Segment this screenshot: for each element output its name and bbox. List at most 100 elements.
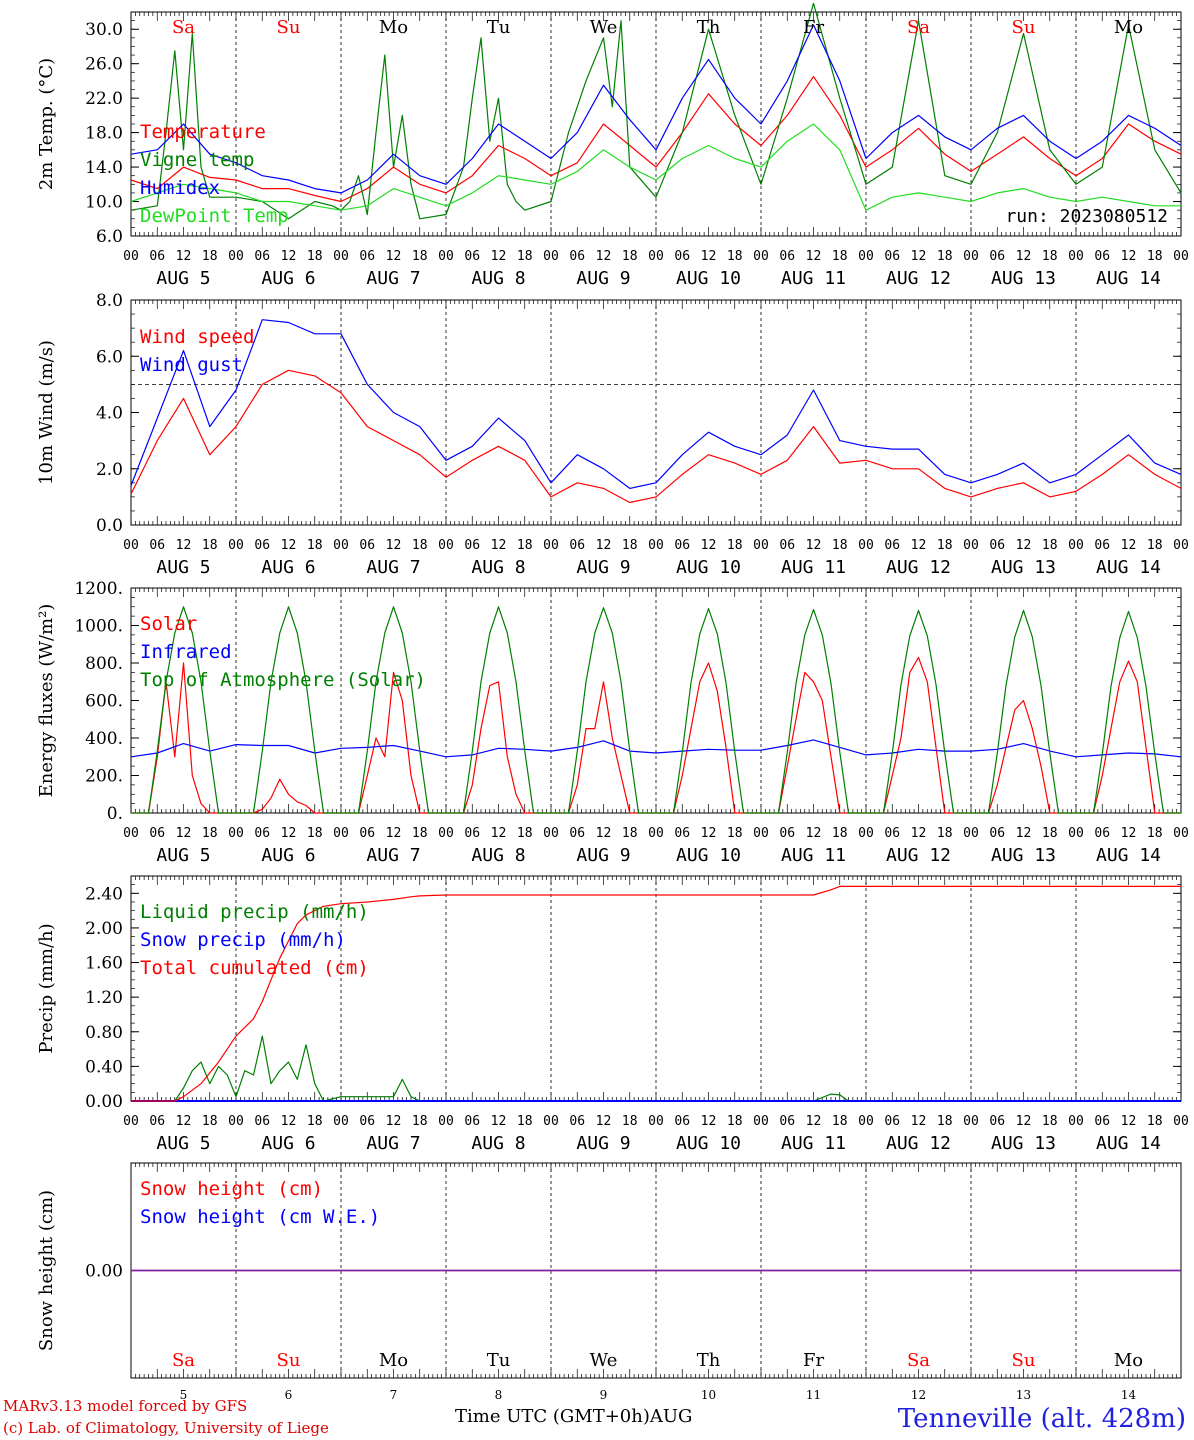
x-hour-label: 00 [1068, 538, 1084, 553]
legend-entry: Liquid precip (mm/h) [140, 901, 369, 923]
series-line-top-of-atmosphere-solar- [131, 606, 1181, 814]
legend-entry: Top of Atmosphere (Solar) [140, 669, 426, 691]
x-hour-label: 18 [727, 249, 743, 264]
x-hour-label: 00 [543, 826, 559, 841]
x-hour-label: 18 [202, 826, 218, 841]
x-hour-label: 18 [1042, 249, 1058, 264]
weekday-label: We [590, 1350, 618, 1371]
x-date-label: AUG 14 [1096, 1133, 1161, 1154]
x-hour-label: 00 [648, 249, 664, 264]
x-date-label: AUG 5 [156, 845, 210, 866]
weekday-label: Fr [803, 1350, 824, 1371]
x-date-label: AUG 11 [781, 557, 846, 578]
x-hour-label: 18 [937, 538, 953, 553]
x-date-label: AUG 6 [261, 1133, 315, 1154]
series-line-wind-gust [130, 319, 1182, 489]
x-date-label: AUG 6 [261, 845, 315, 866]
x-hour-label: 12 [386, 249, 402, 264]
x-hour-label: 12 [806, 1114, 822, 1129]
x-hour-label: 06 [1094, 1114, 1110, 1129]
x-hour-label: 12 [911, 826, 927, 841]
x-hour-label: 00 [963, 249, 979, 264]
x-date-label: AUG 14 [1096, 557, 1161, 578]
x-hour-label: 12 [1121, 1114, 1137, 1129]
x-hour-label: 00 [123, 826, 139, 841]
y-tick-label: 1.20 [85, 988, 123, 1008]
x-hour-label: 06 [779, 249, 795, 264]
legend-entry: Snow height (cm) [140, 1178, 323, 1200]
y-tick-label: 4.0 [96, 404, 123, 424]
x-date-label: AUG 8 [471, 268, 525, 289]
x-hour-label: 00 [963, 538, 979, 553]
weekday-label: Sa [172, 17, 195, 38]
x-hour-label: 06 [779, 826, 795, 841]
x-hour-label: 00 [1068, 826, 1084, 841]
time-axis-label: Time UTC (GMT+0h)AUG [455, 1406, 693, 1427]
x-hour-label: 00 [753, 538, 769, 553]
x-hour-label: 06 [989, 1114, 1005, 1129]
x-date-label: AUG 9 [576, 1133, 630, 1154]
x-hour-label: 18 [622, 1114, 638, 1129]
day-number-label: 10 [701, 1388, 716, 1402]
y-tick-label: 1200. [74, 579, 123, 599]
day-number-label: 14 [1121, 1388, 1137, 1402]
weekday-label: Tu [487, 1350, 511, 1371]
x-hour-label: 18 [412, 826, 428, 841]
x-hour-label: 18 [937, 249, 953, 264]
x-hour-label: 18 [202, 249, 218, 264]
y-tick-label: 30.0 [85, 20, 123, 40]
x-hour-label: 12 [911, 1114, 927, 1129]
x-hour-label: 12 [701, 538, 717, 553]
legend-entry: Solar [140, 613, 197, 635]
y-tick-label: 0.0 [96, 516, 123, 536]
weekday-label: Su [1012, 17, 1036, 38]
x-hour-label: 18 [517, 1114, 533, 1129]
day-number-label: 6 [285, 1388, 293, 1402]
series-line-infrared [130, 739, 1182, 758]
y-tick-label: 0.40 [85, 1057, 123, 1077]
legend-entry: DewPoint Temp [140, 205, 289, 227]
x-date-label: AUG 11 [781, 845, 846, 866]
y-tick-label: 6.0 [96, 227, 123, 247]
x-hour-label: 18 [727, 826, 743, 841]
weekday-label: Sa [907, 17, 930, 38]
x-hour-label: 00 [438, 249, 454, 264]
day-number-label: 11 [806, 1388, 821, 1402]
x-hour-label: 00 [1173, 826, 1189, 841]
x-hour-label: 06 [149, 826, 165, 841]
x-date-label: AUG 5 [156, 1133, 210, 1154]
x-date-label: AUG 14 [1096, 845, 1161, 866]
x-hour-label: 06 [359, 249, 375, 264]
x-hour-label: 06 [149, 538, 165, 553]
x-hour-label: 00 [858, 826, 874, 841]
weekday-label: Mo [1114, 17, 1143, 38]
x-hour-label: 12 [386, 826, 402, 841]
weekday-label: We [590, 17, 618, 38]
x-hour-label: 12 [1121, 249, 1137, 264]
x-hour-label: 18 [202, 538, 218, 553]
x-hour-label: 18 [832, 1114, 848, 1129]
x-hour-label: 18 [412, 249, 428, 264]
x-hour-label: 00 [648, 826, 664, 841]
y-axis-label: 2m Temp. (°C) [36, 58, 57, 190]
legend-entry: Wind speed [140, 326, 254, 348]
x-hour-label: 06 [989, 826, 1005, 841]
x-date-label: AUG 6 [261, 268, 315, 289]
x-hour-label: 18 [937, 826, 953, 841]
x-hour-label: 18 [412, 538, 428, 553]
x-hour-label: 06 [674, 1114, 690, 1129]
x-hour-label: 18 [622, 249, 638, 264]
x-hour-label: 12 [491, 1114, 507, 1129]
x-hour-label: 00 [1068, 249, 1084, 264]
x-hour-label: 06 [149, 1114, 165, 1129]
panel-frame-wind [130, 299, 1182, 526]
x-date-label: AUG 12 [886, 845, 951, 866]
x-hour-label: 00 [123, 538, 139, 553]
series-line-humidex [130, 24, 1182, 194]
x-hour-label: 00 [123, 249, 139, 264]
x-hour-label: 12 [491, 826, 507, 841]
x-hour-label: 06 [569, 826, 585, 841]
x-hour-label: 06 [569, 538, 585, 553]
x-date-label: AUG 14 [1096, 268, 1161, 289]
